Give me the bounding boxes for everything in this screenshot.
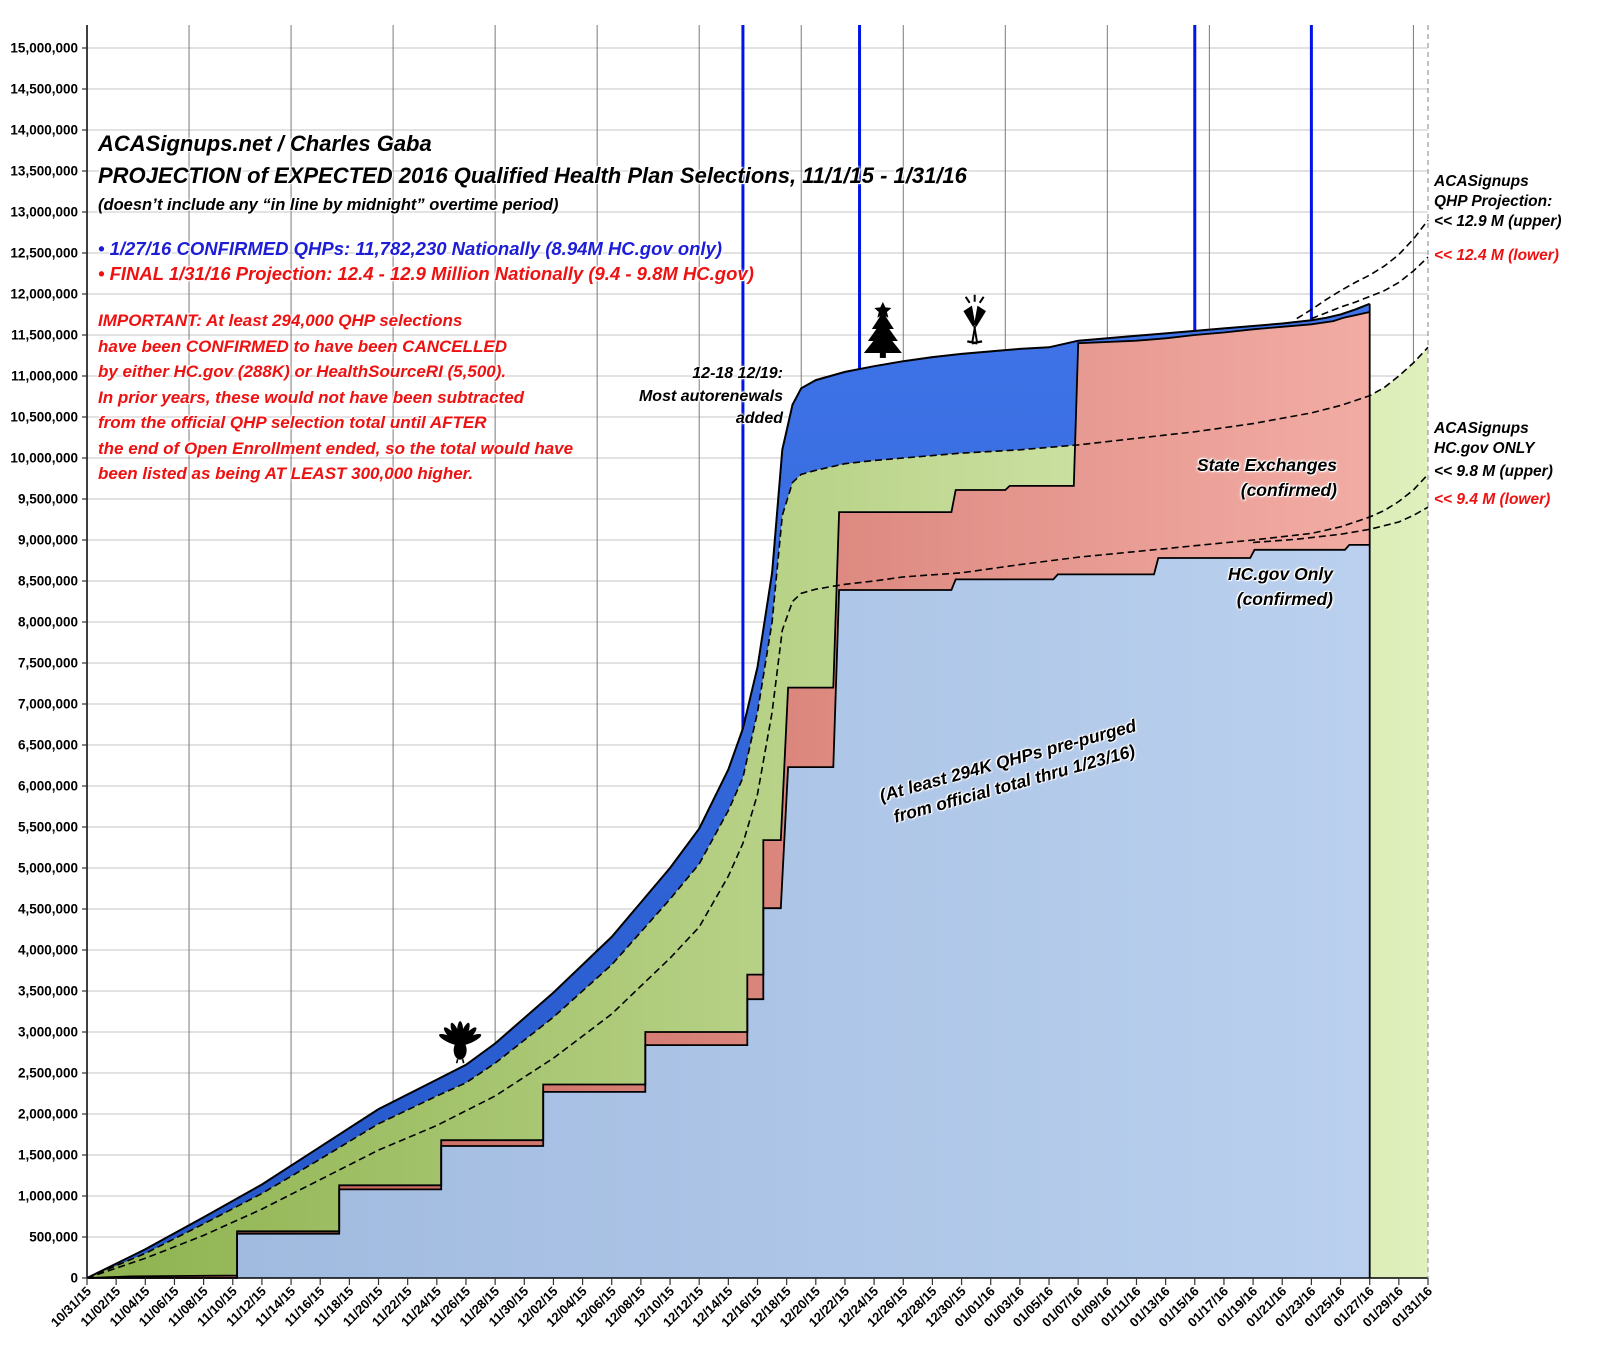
right-qhp-projection-title: ACASignups QHP Projection:	[1434, 173, 1553, 210]
hcgov-only-label: HC.gov Only (confirmed)	[1227, 564, 1333, 609]
hcgov-confirmed-boundary	[87, 544, 1370, 1279]
y-tick-label: 2,500,000	[18, 1066, 78, 1081]
y-tick-label: 5,000,000	[18, 861, 78, 876]
y-tick-label: 12,000,000	[10, 287, 78, 302]
right-hcgov-lower-label: << 9.4 M (lower)	[1434, 491, 1551, 508]
y-tick-label: 8,000,000	[18, 615, 78, 630]
y-tick-labels: 0 500,000 1,000,000 1,500,000 2,000,000 2,500…	[10, 41, 87, 1286]
y-tick-label: 14,500,000	[10, 82, 78, 97]
y-tick-label: 12,500,000	[10, 246, 78, 261]
y-tick-label: 3,500,000	[18, 984, 78, 999]
right-hcgov-upper-label: << 9.8 M (upper)	[1434, 463, 1553, 480]
confirmed-qhp-note: • 1/27/16 CONFIRMED QHPs: 11,782,230 Nat…	[98, 238, 723, 259]
important-cancellation-note: IMPORTANT: At least 294,000 QHP selectio…	[98, 311, 574, 483]
y-tick-label: 500,000	[29, 1230, 78, 1245]
y-tick-label: 13,500,000	[10, 164, 78, 179]
chart-main-title: PROJECTION of EXPECTED 2016 Qualified He…	[98, 163, 967, 188]
y-tick-label: 3,000,000	[18, 1025, 78, 1040]
chart-subtitle: (doesn’t include any “in line by midnigh…	[98, 196, 559, 214]
dashed-projection-curve	[86, 346, 1429, 1279]
autorenewal-annotation: 12-18 12/19: Most autorenewals added	[638, 365, 783, 427]
dashed-projection-curve	[1296, 219, 1429, 320]
dashed-projection-curve	[86, 473, 1429, 1279]
y-tick-label: 13,000,000	[10, 205, 78, 220]
y-tick-label: 11,500,000	[11, 328, 78, 343]
champagne-toast-icon	[963, 294, 986, 345]
y-tick-label: 1,500,000	[18, 1148, 78, 1163]
y-tick-label: 1,000,000	[18, 1189, 78, 1204]
right-qhp-upper-label: << 12.9 M (upper)	[1434, 213, 1562, 230]
y-tick-label: 10,500,000	[10, 410, 78, 425]
y-tick-label: 8,500,000	[18, 574, 78, 589]
projection-envelope-boundary	[86, 302, 1371, 1279]
y-tick-label: 4,000,000	[18, 943, 78, 958]
state-exchanges-label: State Exchanges (confirmed)	[1196, 455, 1337, 500]
final-projection-note: • FINAL 1/31/16 Projection: 12.4 - 12.9 …	[98, 263, 754, 284]
y-tick-label: 9,500,000	[18, 492, 78, 507]
thanksgiving-turkey-icon	[439, 1021, 482, 1064]
y-tick-label: 11,000,000	[11, 369, 78, 384]
y-tick-label: 5,500,000	[18, 820, 78, 835]
y-tick-label: 9,000,000	[18, 533, 78, 548]
y-tick-label: 15,000,000	[10, 41, 78, 56]
y-tick-label: 2,000,000	[18, 1107, 78, 1122]
right-qhp-lower-label: << 12.4 M (lower)	[1434, 247, 1559, 264]
chart-source-title: ACASignups.net / Charles Gaba	[98, 131, 432, 156]
y-tick-label: 0	[70, 1271, 78, 1286]
y-tick-label: 6,000,000	[18, 779, 78, 794]
hcgov-confirmed-area	[87, 544, 1370, 1278]
right-hcgov-title: ACASignups HC.gov ONLY	[1434, 420, 1535, 457]
y-tick-label: 14,000,000	[10, 123, 78, 138]
y-tick-label: 6,500,000	[18, 738, 78, 753]
y-tick-label: 4,500,000	[18, 902, 78, 917]
christmas-tree-icon	[863, 301, 902, 358]
y-tick-label: 7,000,000	[18, 697, 78, 712]
y-tick-label: 7,500,000	[18, 656, 78, 671]
y-tick-label: 10,000,000	[10, 451, 78, 466]
